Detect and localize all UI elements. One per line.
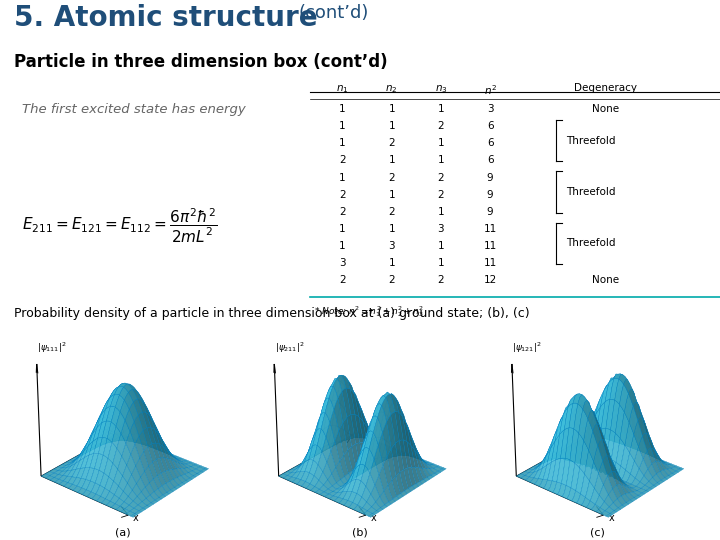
Text: 3: 3 bbox=[388, 241, 395, 251]
Text: 1: 1 bbox=[388, 121, 395, 131]
Text: Probability density of a particle in three dimension box at (a) ground state; (b: Probability density of a particle in thr… bbox=[14, 307, 530, 320]
Text: Degeneracy: Degeneracy bbox=[574, 83, 636, 93]
Text: The first excited state has energy: The first excited state has energy bbox=[22, 103, 246, 116]
Text: 1: 1 bbox=[339, 121, 346, 131]
Text: 1: 1 bbox=[438, 138, 444, 149]
Text: 9: 9 bbox=[487, 173, 493, 183]
Text: 6: 6 bbox=[487, 121, 493, 131]
Text: 1: 1 bbox=[438, 258, 444, 268]
Text: Threefold: Threefold bbox=[566, 136, 616, 146]
Text: Threefold: Threefold bbox=[566, 238, 616, 248]
Text: 1: 1 bbox=[438, 156, 444, 165]
Text: 2: 2 bbox=[339, 207, 346, 217]
Text: 3: 3 bbox=[438, 224, 444, 234]
Text: 1: 1 bbox=[438, 207, 444, 217]
Text: $n_3$: $n_3$ bbox=[435, 83, 447, 94]
Text: 11: 11 bbox=[484, 224, 497, 234]
Text: (b): (b) bbox=[352, 528, 368, 538]
Text: 9: 9 bbox=[487, 190, 493, 200]
Text: exited state: exited state bbox=[14, 334, 89, 347]
Text: $n^2$: $n^2$ bbox=[484, 83, 497, 97]
Text: 6: 6 bbox=[487, 138, 493, 149]
Text: 2: 2 bbox=[339, 156, 346, 165]
Text: 1: 1 bbox=[388, 104, 395, 114]
Text: 1: 1 bbox=[388, 258, 395, 268]
Text: 11: 11 bbox=[484, 241, 497, 251]
Text: 12: 12 bbox=[484, 275, 497, 285]
Text: * Note: $n^2 = n_1^2 + n_2^2 + n_3^2$: * Note: $n^2 = n_1^2 + n_2^2 + n_3^2$ bbox=[314, 303, 424, 319]
Text: 1: 1 bbox=[339, 224, 346, 234]
Text: None: None bbox=[592, 275, 618, 285]
Text: (a): (a) bbox=[114, 528, 130, 538]
Text: $n_2$: $n_2$ bbox=[385, 83, 398, 94]
Text: 3: 3 bbox=[487, 104, 493, 114]
Text: 2: 2 bbox=[388, 275, 395, 285]
Text: 11: 11 bbox=[484, 258, 497, 268]
Text: 1: 1 bbox=[438, 104, 444, 114]
Text: 9: 9 bbox=[487, 207, 493, 217]
Text: 1: 1 bbox=[339, 173, 346, 183]
Text: 1: 1 bbox=[388, 224, 395, 234]
Text: $E_{211} = E_{121} = E_{112} = \dfrac{6\pi^2\hbar^2}{2mL^2}$: $E_{211} = E_{121} = E_{112} = \dfrac{6\… bbox=[22, 207, 217, 245]
Text: 3: 3 bbox=[339, 258, 346, 268]
Text: 2: 2 bbox=[339, 190, 346, 200]
Text: (cont’d): (cont’d) bbox=[299, 4, 369, 22]
Text: 1: 1 bbox=[339, 104, 346, 114]
Text: None: None bbox=[592, 104, 618, 114]
Text: 2: 2 bbox=[438, 173, 444, 183]
Text: 1: 1 bbox=[388, 190, 395, 200]
Text: 1: 1 bbox=[339, 138, 346, 149]
Text: 2: 2 bbox=[388, 138, 395, 149]
Text: 2: 2 bbox=[339, 275, 346, 285]
Text: 2: 2 bbox=[388, 173, 395, 183]
Text: 2: 2 bbox=[438, 121, 444, 131]
Text: 1: 1 bbox=[339, 241, 346, 251]
Text: 2: 2 bbox=[438, 275, 444, 285]
Text: Particle in three dimension box (cont’d): Particle in three dimension box (cont’d) bbox=[14, 53, 388, 71]
Text: 2: 2 bbox=[388, 207, 395, 217]
Text: 6: 6 bbox=[487, 156, 493, 165]
Text: (c): (c) bbox=[590, 528, 605, 538]
Text: 1: 1 bbox=[438, 241, 444, 251]
Text: 5. Atomic structure: 5. Atomic structure bbox=[14, 4, 318, 32]
Text: 2: 2 bbox=[438, 190, 444, 200]
Text: 1: 1 bbox=[388, 156, 395, 165]
Text: $n_1$: $n_1$ bbox=[336, 83, 348, 94]
Text: Threefold: Threefold bbox=[566, 187, 616, 197]
